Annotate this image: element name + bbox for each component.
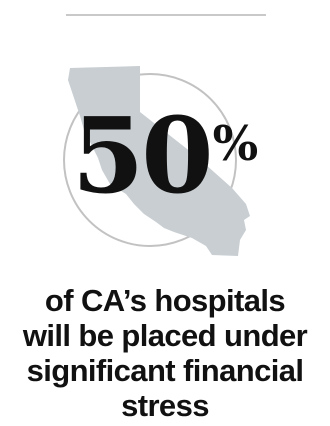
stat-percent-sign: % (212, 116, 259, 172)
headline-stat: 50% (0, 104, 330, 208)
caption-line-1: of CA’s hospitals (44, 283, 286, 318)
caption-line-3: significant financial (26, 353, 304, 388)
caption-line-4: stress (121, 388, 209, 423)
california-map-icon (68, 66, 250, 256)
circle-outline-icon (63, 73, 237, 247)
stat-number: 50 (71, 94, 214, 217)
california-graphic (63, 66, 250, 256)
top-divider (66, 14, 266, 16)
caption-line-2: will be placed under (22, 318, 308, 353)
stat-caption: of CA’s hospitals will be placed under s… (0, 283, 330, 423)
